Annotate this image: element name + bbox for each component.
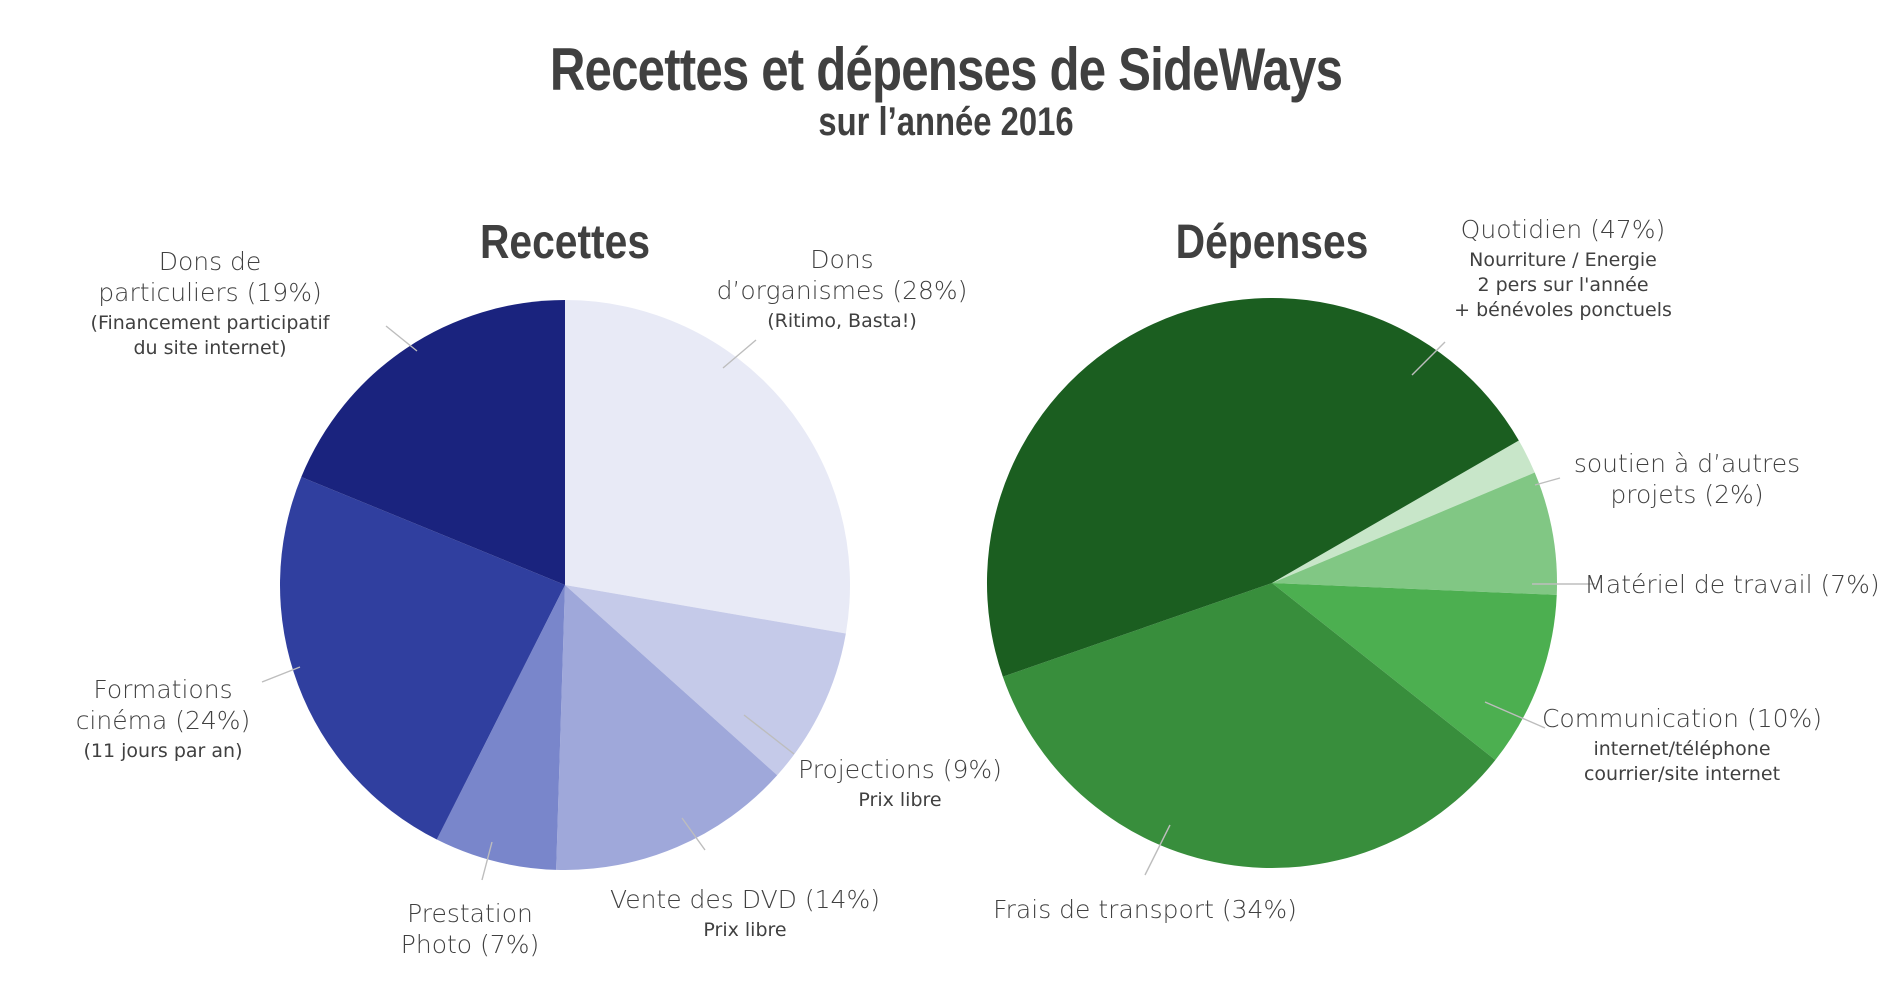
pie-slice (565, 585, 846, 776)
pie-slice (986, 297, 1519, 677)
leader-line (1534, 477, 1561, 486)
leader-line (1144, 824, 1171, 876)
slice-label: Communication (10%) internet/téléphone cou… (1542, 704, 1822, 785)
pie-slice (279, 476, 565, 840)
slice-label: Frais de transport (34%) (993, 895, 1297, 924)
leader-line (481, 841, 493, 881)
pie-chart-recettes: Recettes Dons d’organismes (28%) (Ritimo, B… (76, 216, 1002, 959)
pie-chart-depenses: Dépenses soutien à d’autres projets (2%) Ma… (986, 215, 1880, 924)
pie-slice (1272, 583, 1557, 761)
leader-line (1411, 341, 1446, 376)
pie-title: Recettes (480, 216, 650, 269)
pie-slice (1272, 472, 1557, 595)
pie-slice (1272, 440, 1535, 583)
pie-slice (1002, 583, 1496, 869)
leader-line (1484, 701, 1546, 729)
slice-label: Prestation Photo (7%) (401, 899, 539, 959)
leader-line (681, 817, 706, 851)
leader-line (722, 339, 757, 369)
slice-label: Dons de particuliers (19%) (Financement pa… (91, 247, 331, 359)
pie-slice (565, 300, 851, 634)
leader-line (261, 666, 301, 683)
pie-title: Dépenses (1176, 216, 1369, 269)
pie-slice (556, 585, 778, 870)
slice-label: Projections (9%) Prix libre (798, 755, 1002, 811)
slice-label: Dons d’organismes (28%) (Ritimo, Basta!) (717, 245, 968, 332)
chart-title: Recettes et dépenses de SideWays (549, 36, 1343, 103)
slice-label: soutien à d’autres projets (2%) (1574, 449, 1800, 509)
slice-label: Matériel de travail (7%) (1584, 570, 1879, 599)
slice-label: Vente des DVD (14%) Prix libre (610, 885, 880, 941)
slice-label: Quotidien (47%) Nourriture / Energie 2 per… (1454, 215, 1672, 321)
chart-subtitle: sur l’année 2016 (818, 100, 1074, 144)
pie-slice (301, 300, 565, 585)
slice-label: Formations cinéma (24%) (11 jours par an) (76, 675, 251, 762)
pie-slice (436, 585, 565, 870)
leader-line (743, 714, 795, 755)
leader-line (385, 325, 418, 352)
